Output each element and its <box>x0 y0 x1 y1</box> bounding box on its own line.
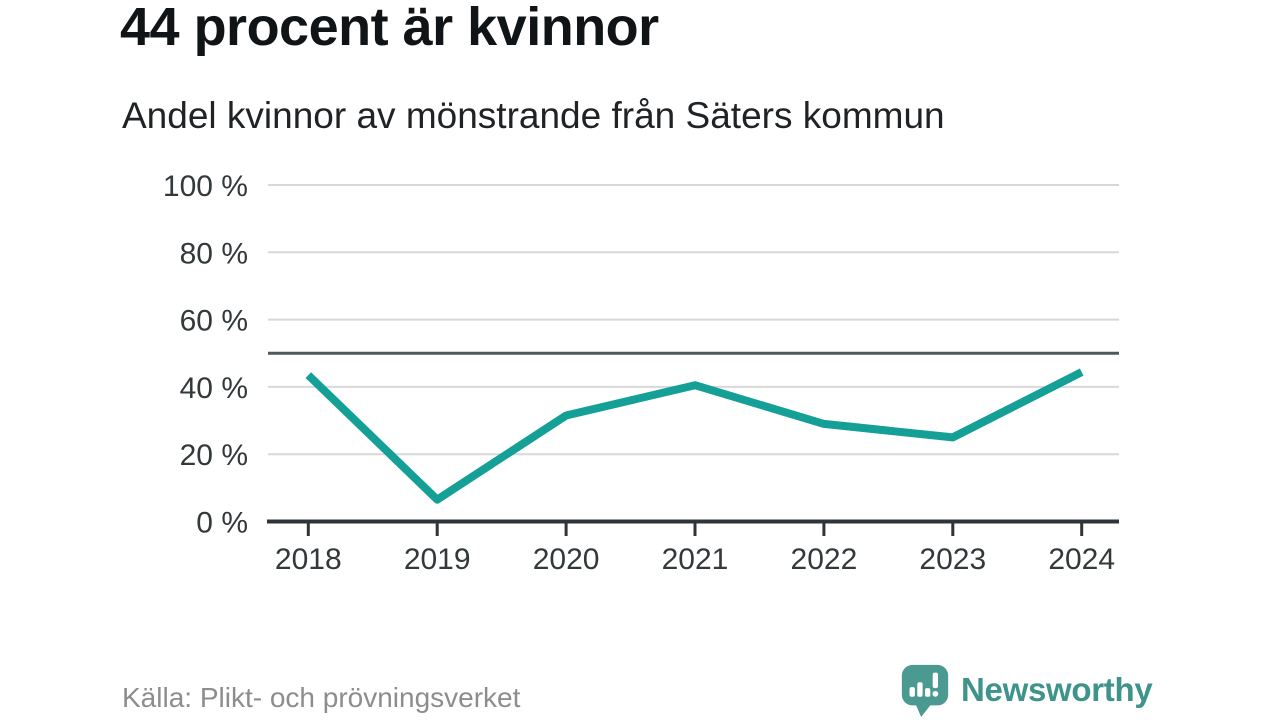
logo-bar-medium <box>925 688 931 697</box>
newsworthy-logo-icon <box>901 664 949 717</box>
y-axis-tick-label: 0 % <box>196 507 248 540</box>
x-axis-tick-label: 2024 <box>1048 543 1115 576</box>
y-axis-tick-label: 60 % <box>180 305 248 338</box>
y-axis-tick-label: 80 % <box>180 237 248 270</box>
x-axis-tick-label: 2019 <box>404 543 471 576</box>
logo-bar-small <box>909 687 915 697</box>
source-note: Källa: Plikt- och prövningsverket <box>122 682 521 713</box>
logo-exclamation-bar <box>932 672 939 689</box>
x-axis-tick-label: 2018 <box>275 543 342 576</box>
y-axis-tick-label: 100 % <box>163 170 248 203</box>
y-axis-tick-label: 40 % <box>180 372 248 405</box>
y-axis-tick-label: 20 % <box>180 439 248 472</box>
chart-subtitle: Andel kvinnor av mönstrande från Säters … <box>122 95 945 136</box>
x-axis-tick-label: 2022 <box>791 543 858 576</box>
x-axis-tick-label: 2023 <box>919 543 986 576</box>
x-axis-tick-label: 2021 <box>662 543 729 576</box>
x-axis-tick-label: 2020 <box>533 543 600 576</box>
newsworthy-logo: Newsworthy <box>898 663 1153 717</box>
brand-name: Newsworthy <box>961 671 1153 708</box>
page-title: 44 procent är kvinnor <box>120 0 659 57</box>
logo-exclamation-dot <box>932 690 939 697</box>
data-line <box>305 368 1084 504</box>
logo-bar-tall <box>917 682 923 697</box>
